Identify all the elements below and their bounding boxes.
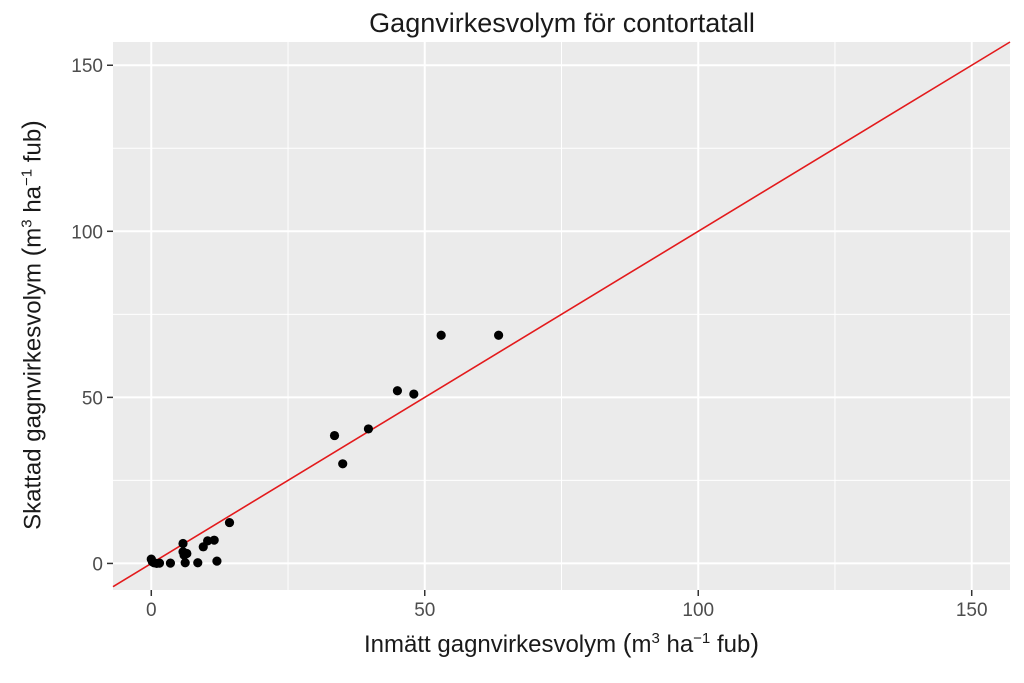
x-tick-label: 150 bbox=[956, 600, 988, 621]
y-axis-label: Skattad gagnvirkesvolym (m3 ha−1 fub) bbox=[16, 120, 47, 530]
reference-line-y-equals-x bbox=[112, 41, 1011, 588]
data-point bbox=[494, 330, 504, 340]
data-point bbox=[193, 558, 203, 568]
data-points bbox=[146, 330, 504, 569]
data-point bbox=[409, 389, 419, 399]
y-tick-label: 50 bbox=[82, 388, 103, 409]
x-tick-label: 100 bbox=[682, 600, 714, 621]
data-point bbox=[209, 535, 219, 545]
y-axis: 0 50 100 150 bbox=[71, 56, 113, 575]
grid-minor bbox=[113, 42, 1010, 590]
data-point bbox=[436, 330, 446, 340]
y-tick-label: 100 bbox=[71, 222, 103, 243]
data-point bbox=[338, 459, 348, 469]
x-axis-label: Inmätt gagnvirkesvolym (m3 ha−1 fub) bbox=[364, 628, 759, 658]
y-tick-label: 150 bbox=[71, 56, 103, 77]
data-point bbox=[180, 558, 190, 568]
data-point bbox=[392, 386, 403, 396]
data-point bbox=[165, 558, 176, 568]
chart-title: Gagnvirkesvolym för contortatall bbox=[369, 8, 755, 38]
data-point bbox=[212, 556, 222, 566]
data-point bbox=[182, 548, 192, 559]
data-point bbox=[363, 424, 374, 434]
data-point bbox=[224, 517, 235, 528]
x-axis: 0 50 100 150 bbox=[146, 590, 988, 621]
data-point bbox=[154, 558, 165, 568]
grid-major bbox=[113, 42, 1010, 590]
y-tick-label: 0 bbox=[92, 554, 103, 575]
data-point bbox=[329, 430, 340, 441]
data-point bbox=[178, 538, 188, 549]
x-tick-label: 0 bbox=[146, 600, 157, 621]
x-tick-label: 50 bbox=[414, 600, 435, 621]
